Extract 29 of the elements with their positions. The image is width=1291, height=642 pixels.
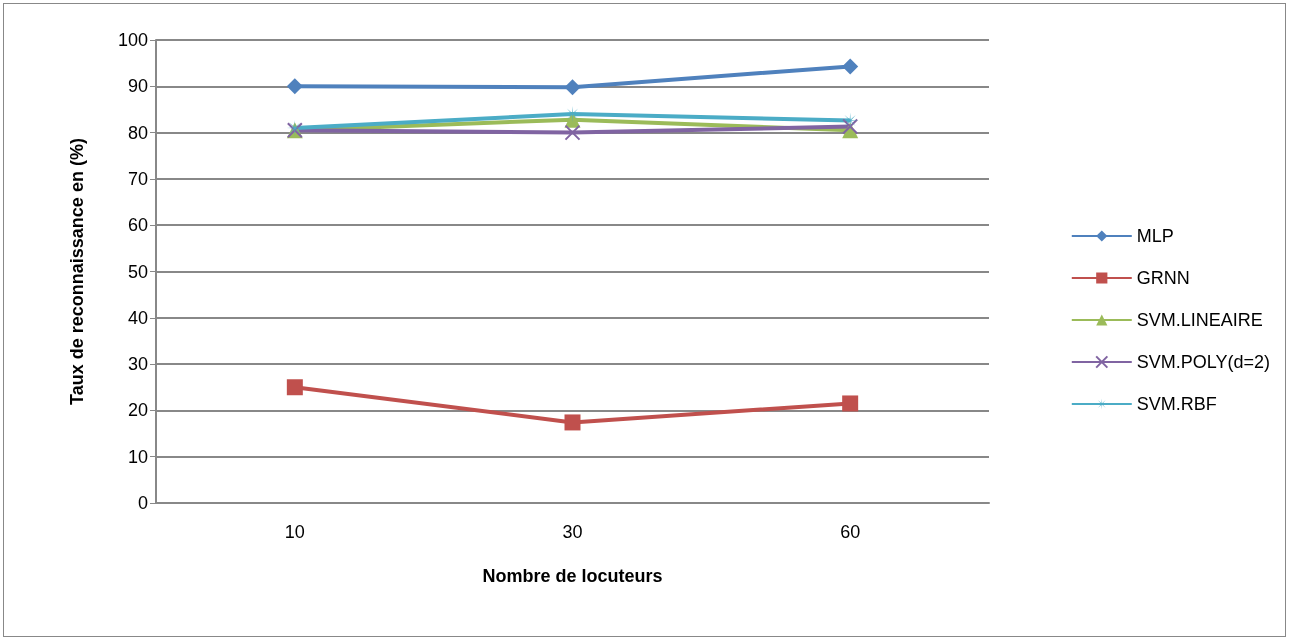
- legend-label: GRNN: [1136, 268, 1190, 288]
- x-tick-label: 10: [284, 522, 305, 542]
- legend-label: MLP: [1136, 226, 1174, 246]
- y-axis-title: Taux de reconnaissance en (%): [67, 138, 87, 405]
- y-tick-label: 60: [127, 215, 148, 236]
- y-tick-label: 80: [127, 122, 148, 143]
- point: [842, 395, 859, 412]
- legend-label: SVM.POLY(d=2): [1136, 352, 1270, 372]
- x-tick-label: 60: [840, 522, 861, 542]
- y-tick-label: 20: [127, 400, 148, 421]
- point: [564, 79, 581, 96]
- y-tick-label: 100: [117, 30, 148, 50]
- y-tick-label: 70: [127, 168, 148, 189]
- x-axis-title: Nombre de locuteurs: [482, 566, 663, 586]
- y-tick-label: 0: [137, 493, 148, 513]
- y-tick-label: 40: [127, 307, 148, 328]
- legend-label: SVM.RBF: [1136, 394, 1217, 414]
- y-tick-label: 10: [127, 446, 148, 467]
- point: [842, 118, 859, 135]
- point: [564, 414, 581, 431]
- point: [286, 78, 303, 95]
- point: [286, 379, 303, 396]
- point: [564, 124, 581, 141]
- y-tick-label: 30: [127, 354, 148, 375]
- y-tick-label: 90: [127, 76, 148, 97]
- legend-label: SVM.LINEAIRE: [1136, 310, 1263, 330]
- y-tick-label: 50: [127, 261, 148, 282]
- x-tick-label: 30: [562, 522, 583, 542]
- point: [842, 58, 859, 75]
